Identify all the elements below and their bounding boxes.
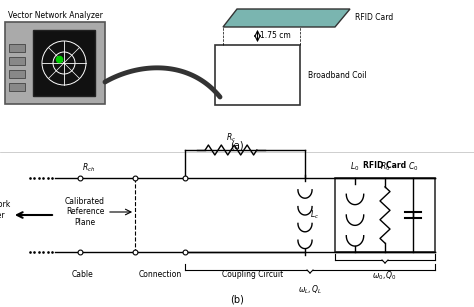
Text: Calibrated
Reference
Plane: Calibrated Reference Plane <box>65 197 105 227</box>
FancyBboxPatch shape <box>9 83 25 91</box>
FancyBboxPatch shape <box>335 178 435 252</box>
Text: $R_0$: $R_0$ <box>380 161 390 173</box>
FancyBboxPatch shape <box>33 30 95 96</box>
FancyBboxPatch shape <box>215 45 300 105</box>
Text: (a): (a) <box>230 140 244 150</box>
Text: Vector Network Analyzer: Vector Network Analyzer <box>8 11 102 20</box>
FancyBboxPatch shape <box>9 70 25 78</box>
Text: $L_0$: $L_0$ <box>350 161 360 173</box>
Text: RFID Card: RFID Card <box>355 14 393 22</box>
FancyBboxPatch shape <box>9 57 25 65</box>
Text: $R_{ch}$: $R_{ch}$ <box>82 161 95 174</box>
Text: to Network
Analyzer: to Network Analyzer <box>0 200 10 220</box>
Text: Connection: Connection <box>138 270 182 279</box>
Text: Coupling Circuit: Coupling Circuit <box>222 270 283 279</box>
Text: $R_c$: $R_c$ <box>226 131 236 144</box>
Text: $\omega_0,Q_0$: $\omega_0,Q_0$ <box>373 270 398 282</box>
Text: $L_c$: $L_c$ <box>310 209 319 221</box>
Text: $\omega_L,Q_L$: $\omega_L,Q_L$ <box>298 284 322 297</box>
Text: (b): (b) <box>230 295 244 305</box>
Text: Broadband Coil: Broadband Coil <box>308 71 366 80</box>
Text: $C_0$: $C_0$ <box>408 161 418 173</box>
FancyBboxPatch shape <box>5 22 105 104</box>
Text: Cable: Cable <box>72 270 93 279</box>
FancyBboxPatch shape <box>9 44 25 52</box>
Text: 1.75 cm: 1.75 cm <box>261 32 291 41</box>
Polygon shape <box>223 9 350 27</box>
Text: RFID Card: RFID Card <box>364 161 407 170</box>
